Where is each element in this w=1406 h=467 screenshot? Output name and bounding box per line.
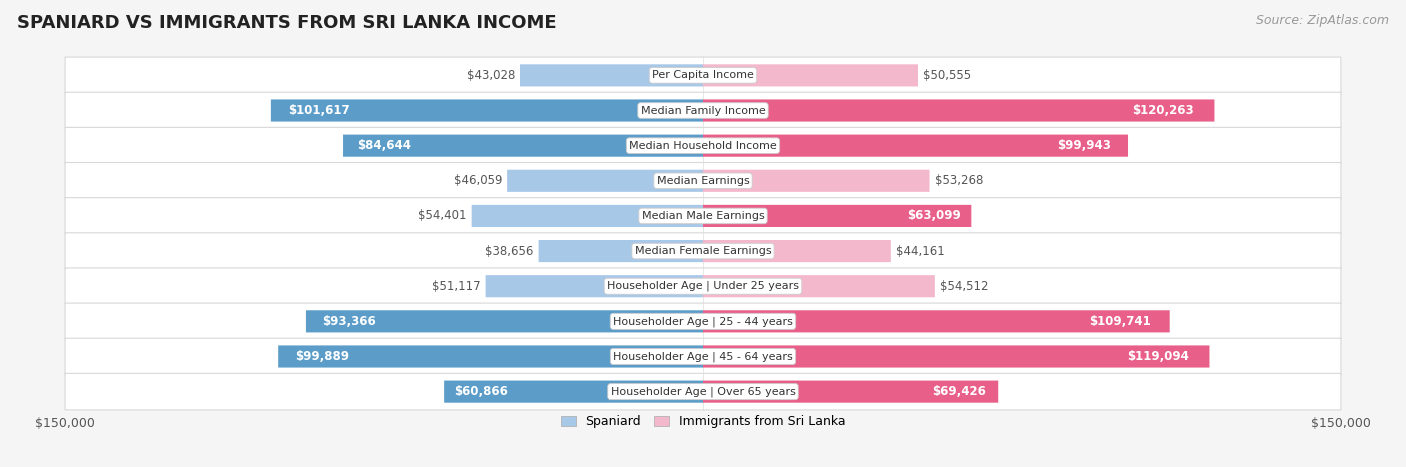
FancyBboxPatch shape bbox=[65, 233, 1341, 269]
Text: $63,099: $63,099 bbox=[907, 209, 960, 222]
Text: $84,644: $84,644 bbox=[357, 139, 412, 152]
Text: $119,094: $119,094 bbox=[1128, 350, 1189, 363]
FancyBboxPatch shape bbox=[703, 240, 891, 262]
FancyBboxPatch shape bbox=[444, 381, 703, 403]
FancyBboxPatch shape bbox=[278, 346, 703, 368]
FancyBboxPatch shape bbox=[65, 338, 1341, 375]
Text: Householder Age | 45 - 64 years: Householder Age | 45 - 64 years bbox=[613, 351, 793, 362]
Text: $99,889: $99,889 bbox=[295, 350, 349, 363]
Text: SPANIARD VS IMMIGRANTS FROM SRI LANKA INCOME: SPANIARD VS IMMIGRANTS FROM SRI LANKA IN… bbox=[17, 14, 557, 32]
FancyBboxPatch shape bbox=[65, 268, 1341, 304]
FancyBboxPatch shape bbox=[703, 170, 929, 192]
FancyBboxPatch shape bbox=[471, 205, 703, 227]
FancyBboxPatch shape bbox=[703, 310, 1170, 333]
Text: $44,161: $44,161 bbox=[896, 245, 945, 258]
Text: Median Male Earnings: Median Male Earnings bbox=[641, 211, 765, 221]
FancyBboxPatch shape bbox=[703, 134, 1128, 157]
Text: Median Family Income: Median Family Income bbox=[641, 106, 765, 115]
Text: $38,656: $38,656 bbox=[485, 245, 533, 258]
Legend: Spaniard, Immigrants from Sri Lanka: Spaniard, Immigrants from Sri Lanka bbox=[555, 410, 851, 433]
Text: $51,117: $51,117 bbox=[432, 280, 481, 293]
FancyBboxPatch shape bbox=[65, 92, 1341, 129]
FancyBboxPatch shape bbox=[508, 170, 703, 192]
FancyBboxPatch shape bbox=[538, 240, 703, 262]
FancyBboxPatch shape bbox=[703, 64, 918, 86]
FancyBboxPatch shape bbox=[65, 163, 1341, 199]
Text: Householder Age | Under 25 years: Householder Age | Under 25 years bbox=[607, 281, 799, 291]
Text: $101,617: $101,617 bbox=[288, 104, 350, 117]
Text: $109,741: $109,741 bbox=[1090, 315, 1152, 328]
Text: Source: ZipAtlas.com: Source: ZipAtlas.com bbox=[1256, 14, 1389, 27]
Text: $54,401: $54,401 bbox=[418, 209, 467, 222]
FancyBboxPatch shape bbox=[485, 275, 703, 297]
FancyBboxPatch shape bbox=[703, 205, 972, 227]
FancyBboxPatch shape bbox=[703, 381, 998, 403]
FancyBboxPatch shape bbox=[703, 275, 935, 297]
FancyBboxPatch shape bbox=[307, 310, 703, 333]
FancyBboxPatch shape bbox=[343, 134, 703, 157]
FancyBboxPatch shape bbox=[703, 99, 1215, 121]
Text: $93,366: $93,366 bbox=[322, 315, 375, 328]
FancyBboxPatch shape bbox=[703, 346, 1209, 368]
FancyBboxPatch shape bbox=[65, 373, 1341, 410]
FancyBboxPatch shape bbox=[65, 198, 1341, 234]
Text: $99,943: $99,943 bbox=[1057, 139, 1111, 152]
FancyBboxPatch shape bbox=[271, 99, 703, 121]
Text: $43,028: $43,028 bbox=[467, 69, 515, 82]
Text: $120,263: $120,263 bbox=[1132, 104, 1194, 117]
Text: Median Female Earnings: Median Female Earnings bbox=[634, 246, 772, 256]
Text: $69,426: $69,426 bbox=[932, 385, 987, 398]
Text: $60,866: $60,866 bbox=[454, 385, 509, 398]
Text: Per Capita Income: Per Capita Income bbox=[652, 71, 754, 80]
Text: $46,059: $46,059 bbox=[454, 174, 502, 187]
Text: $53,268: $53,268 bbox=[935, 174, 983, 187]
FancyBboxPatch shape bbox=[65, 127, 1341, 164]
FancyBboxPatch shape bbox=[520, 64, 703, 86]
Text: Householder Age | Over 65 years: Householder Age | Over 65 years bbox=[610, 386, 796, 397]
Text: $50,555: $50,555 bbox=[924, 69, 972, 82]
Text: Householder Age | 25 - 44 years: Householder Age | 25 - 44 years bbox=[613, 316, 793, 326]
Text: Median Household Income: Median Household Income bbox=[628, 141, 778, 151]
FancyBboxPatch shape bbox=[65, 303, 1341, 340]
FancyBboxPatch shape bbox=[65, 57, 1341, 94]
Text: $54,512: $54,512 bbox=[941, 280, 988, 293]
Text: Median Earnings: Median Earnings bbox=[657, 176, 749, 186]
